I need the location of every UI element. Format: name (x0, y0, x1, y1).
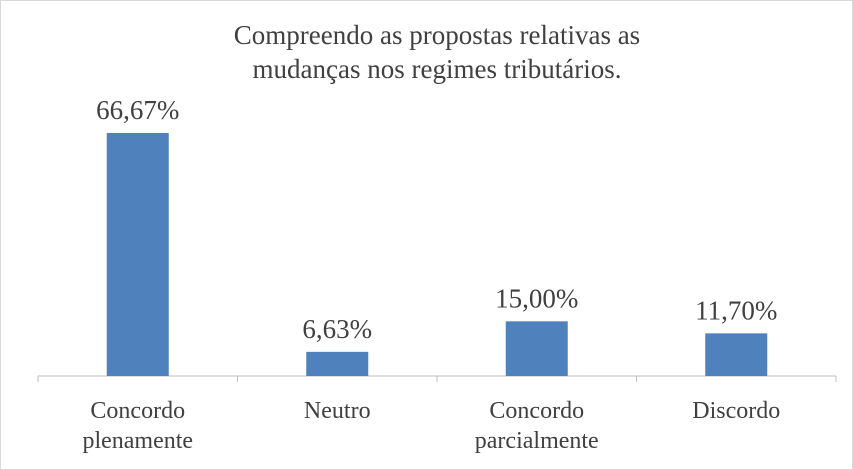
x-tick-label: Discordo (692, 398, 781, 424)
x-tick-label: Neutro (303, 398, 371, 424)
bar (505, 321, 568, 376)
data-label: 6,63% (302, 314, 372, 344)
data-label: 66,67% (96, 95, 179, 125)
x-tick-label: Concordo parcialmente (474, 398, 599, 454)
data-label: 11,70% (695, 295, 777, 325)
x-tick-label: Concordo plenamente (82, 398, 194, 454)
bar (306, 351, 369, 376)
bar (705, 333, 768, 376)
chart-title: Compreendo as propostas relativas as mud… (233, 20, 641, 84)
data-label: 15,00% (495, 283, 578, 313)
bar (106, 133, 169, 376)
